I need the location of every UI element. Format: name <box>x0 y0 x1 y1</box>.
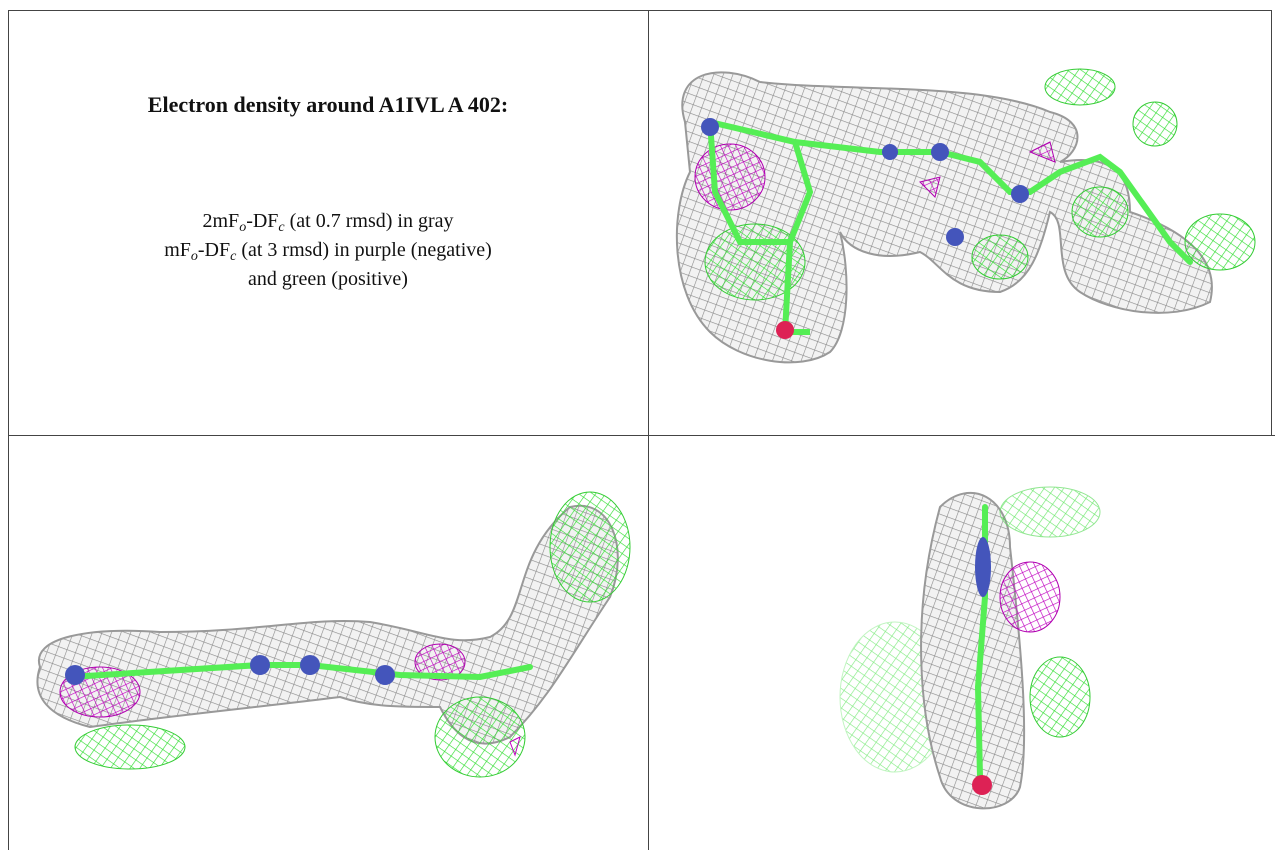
density-image <box>675 68 1256 364</box>
caption-line: and green (positive) <box>8 268 648 291</box>
caption-text: and green (positive) <box>248 268 408 290</box>
table-border <box>8 10 9 850</box>
subscript: o <box>190 249 198 264</box>
subscript: c <box>278 220 285 235</box>
title: Electron density around A1IVL A 402: <box>147 92 509 117</box>
subscript: c <box>230 249 237 264</box>
caption-text: (at 0.7 rmsd) in gray <box>284 210 454 232</box>
caption-text: -DF <box>197 239 231 261</box>
density-image <box>839 486 1101 810</box>
table-border <box>648 10 649 850</box>
caption-line: 2mFo-DFc (at 0.7 rmsd) in gray <box>8 210 648 235</box>
caption-text: -DF <box>246 210 279 232</box>
table-border <box>1271 10 1272 435</box>
caption-cell: Electron density around A1IVL A 402: 2mF… <box>8 10 648 435</box>
density-image <box>36 491 631 778</box>
caption-line: mFo-DFc (at 3 rmsd) in purple (negative) <box>8 239 648 264</box>
table-border <box>8 10 1272 11</box>
caption-text: mF <box>164 239 191 261</box>
caption-text: (at 3 rmsd) in purple (negative) <box>236 239 492 261</box>
caption-text: 2mF <box>202 210 240 232</box>
subscript: o <box>239 220 247 235</box>
table-border <box>8 435 1275 436</box>
